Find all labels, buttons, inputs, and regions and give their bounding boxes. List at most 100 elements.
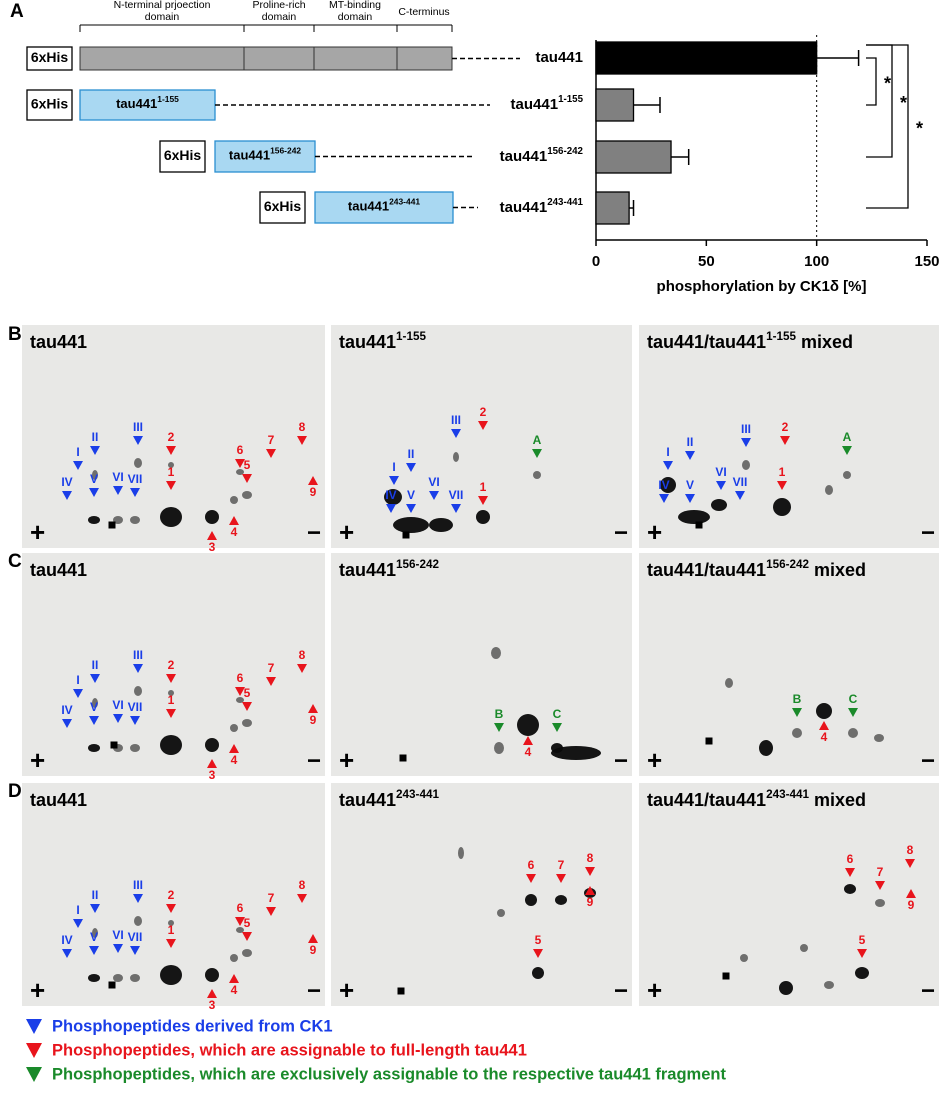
gel-title-sup: 1-155 — [766, 330, 796, 343]
marker-label: C — [553, 707, 562, 721]
gel-spot — [205, 968, 219, 982]
tag-box — [26, 46, 73, 71]
arrow-down — [130, 716, 140, 725]
marker-label: 5 — [859, 933, 866, 947]
gel-spot — [236, 697, 244, 703]
gel-spot — [551, 746, 601, 760]
arrow-down — [166, 446, 176, 455]
gel-spot — [855, 967, 869, 979]
minus-label: − — [307, 519, 321, 546]
marker-label: 6 — [237, 443, 244, 457]
gel-title: tau441 — [30, 332, 87, 352]
marker-label: 7 — [877, 865, 884, 879]
category-label-base: tau441 — [500, 199, 548, 216]
gel-spot — [113, 974, 123, 982]
marker-label: VII — [128, 930, 143, 944]
minus-label: − — [307, 977, 321, 1004]
arrow-down — [451, 504, 461, 513]
marker-label: III — [451, 413, 461, 427]
arrow-down — [406, 504, 416, 513]
arrow-down — [89, 716, 99, 725]
gel-spot — [242, 491, 252, 499]
gel-spot — [792, 728, 802, 738]
gel-spot — [230, 724, 238, 732]
gel-spot — [393, 517, 429, 533]
arrow-down — [780, 436, 790, 445]
tag-box — [159, 140, 206, 173]
marker-label: 5 — [244, 916, 251, 930]
legend-arrow — [26, 1043, 42, 1058]
arrow-up — [229, 974, 239, 983]
gel-spot — [242, 719, 252, 727]
gel-panel: tau441/tau441156-242 mixed + − B C 4 — [639, 553, 939, 776]
gel-spot — [130, 744, 140, 752]
tag-label: 6xHis — [164, 147, 202, 163]
origin-square — [108, 521, 116, 529]
arrow-down — [406, 463, 416, 472]
marker-label: III — [133, 648, 143, 662]
arrow-down — [792, 708, 802, 717]
category-label: tau4411-155 — [511, 94, 584, 113]
significance-star: * — [900, 93, 907, 113]
gel-spot — [92, 470, 98, 480]
marker-label: 6 — [237, 671, 244, 685]
x-axis-title: phosphorylation by CK1δ [%] — [657, 278, 867, 295]
marker-label: 8 — [299, 420, 306, 434]
marker-label: 2 — [168, 888, 175, 902]
minus-label: − — [614, 977, 628, 1004]
arrow-up — [308, 704, 318, 713]
marker-label: II — [92, 888, 99, 902]
origin-square — [399, 754, 407, 762]
marker-label: 4 — [231, 525, 238, 539]
domain-label: Proline-rich — [252, 0, 305, 11]
gel-title: tau441156-242 — [339, 558, 439, 580]
error-bar — [629, 200, 635, 216]
marker-label: III — [741, 422, 751, 436]
gel-spot — [130, 516, 140, 524]
fragment-label: tau441243-441 — [348, 197, 420, 214]
gel-spot — [848, 728, 858, 738]
fragment-label-sup: 156-242 — [270, 146, 301, 156]
legend-text: Phosphopeptides, which are exclusively a… — [52, 1065, 726, 1083]
gel-title-base: tau441 — [30, 560, 87, 580]
arrow-down — [386, 504, 396, 513]
marker-label: 6 — [528, 858, 535, 872]
arrow-down — [552, 723, 562, 732]
gel-title-base: tau441 — [339, 332, 396, 352]
arrow-down — [62, 719, 72, 728]
arrow-down — [166, 674, 176, 683]
gel-spot — [494, 742, 504, 754]
arrow-down — [848, 708, 858, 717]
category-label-base: tau441 — [500, 148, 548, 165]
origin-square — [108, 981, 116, 989]
gel-title-base: tau441 — [339, 790, 396, 810]
arrow-down — [62, 949, 72, 958]
significance-star: * — [916, 118, 923, 138]
gel-panel: tau441/tau441243-441 mixed + − 6 7 8 9 5 — [639, 783, 939, 1006]
marker-label: IV — [61, 703, 72, 717]
legend-arrow — [26, 1067, 42, 1082]
marker-label: 8 — [299, 648, 306, 662]
gel-spot — [134, 458, 142, 468]
gel-spot — [205, 738, 219, 752]
bar — [595, 140, 672, 174]
arrow-down — [90, 674, 100, 683]
arrow-up — [207, 531, 217, 540]
marker-label: VII — [449, 488, 464, 502]
error-bar — [816, 50, 860, 66]
marker-label: A — [533, 433, 542, 447]
marker-label: 9 — [587, 895, 594, 909]
legend-text: Phosphopeptides, which are assignable to… — [52, 1041, 527, 1059]
arrow-down — [716, 481, 726, 490]
domain-label: domain — [145, 11, 180, 23]
gel-panel: tau441156-242 + − B C 4 — [331, 553, 632, 776]
marker-label: VI — [715, 465, 726, 479]
gel-spot — [491, 647, 501, 659]
category-label-base: tau441 — [511, 96, 559, 113]
gel-spot — [725, 678, 733, 688]
marker-label: III — [133, 878, 143, 892]
arrow-down — [389, 476, 399, 485]
marker-label: II — [92, 658, 99, 672]
marker-label: A — [843, 430, 852, 444]
